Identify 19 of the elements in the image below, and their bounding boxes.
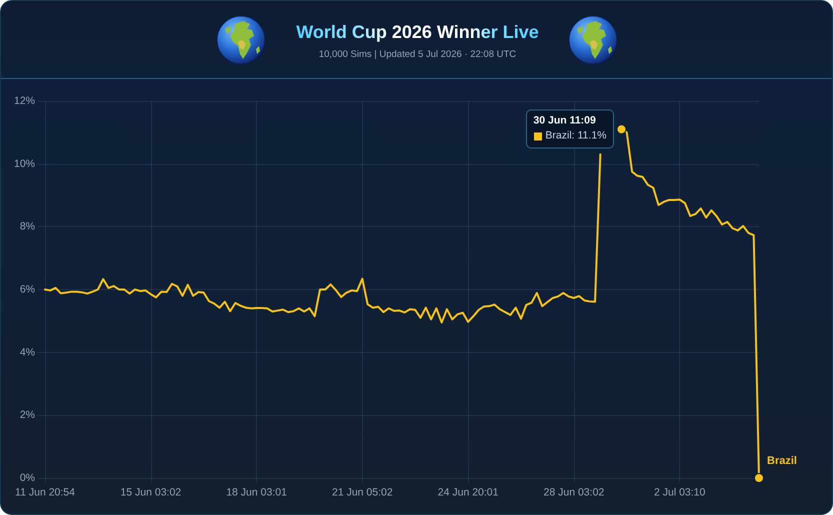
y-tick-label: 10% xyxy=(14,158,35,170)
tooltip: 30 Jun 11:09 Brazil: 11.1% xyxy=(526,110,614,149)
x-tick-label: 21 Jun 05:02 xyxy=(332,486,393,498)
y-tick-label: 2% xyxy=(20,409,35,422)
x-tick-label: 2 Jul 03:10 xyxy=(654,486,706,498)
chart-title: World Cup 2026 Winner Live xyxy=(296,22,539,42)
series-label: Brazil xyxy=(767,455,797,467)
chart-subtitle: 10,000 Sims | Updated 5 Jul 2026 · 22:08 UTC xyxy=(318,49,518,61)
x-tick-label: 15 Jun 03:02 xyxy=(120,486,182,498)
x-tick-label: 11 Jun 20:54 xyxy=(15,486,76,498)
x-tick-label: 24 Jun 20:01 xyxy=(438,486,499,498)
y-tick-label: 8% xyxy=(20,220,35,233)
y-tick-label: 6% xyxy=(20,284,35,296)
y-tick-label: 12% xyxy=(14,95,35,107)
y-tick-label: 4% xyxy=(20,346,35,358)
y-tick-label: 0% xyxy=(20,472,35,484)
annotation: 30 Jun 11:09 Brazil: 11.1% xyxy=(533,114,606,144)
x-tick-label: 28 Jun 03:02 xyxy=(544,486,604,498)
x-tick-label: 18 Jun 03:01 xyxy=(226,486,288,498)
